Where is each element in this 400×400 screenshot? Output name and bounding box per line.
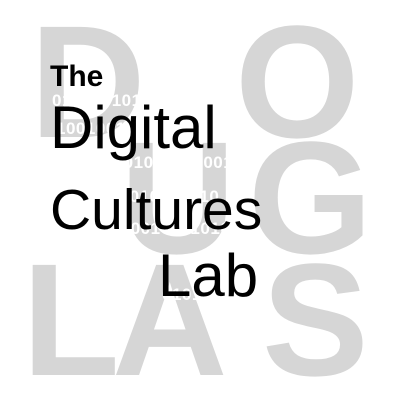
binary-row-4: 0101010010101010: [60, 187, 220, 206]
binary-row-1: 01010010101: [52, 91, 162, 110]
watermark-letter-d: D: [30, 0, 146, 171]
title-lab: Lab: [158, 242, 259, 309]
watermark-letter-s: S: [262, 230, 369, 400]
watermark-letter-g: G: [248, 108, 373, 287]
watermark-letter-o: O: [235, 0, 360, 171]
title-the: The: [50, 60, 104, 93]
title-cultures: Cultures: [50, 178, 263, 242]
binary-row-5: 01010110001010101010: [52, 219, 251, 238]
binary-row-6: 01010101: [162, 285, 242, 304]
binary-row-3: 010100101001001001: [54, 153, 234, 172]
binary-row-2: 100100101110010: [56, 119, 204, 138]
title-digital: Digital: [50, 94, 217, 161]
watermark-letter-l: L: [22, 230, 120, 400]
watermark-letter-u: U: [120, 108, 236, 287]
watermark-letter-a: A: [112, 230, 228, 400]
